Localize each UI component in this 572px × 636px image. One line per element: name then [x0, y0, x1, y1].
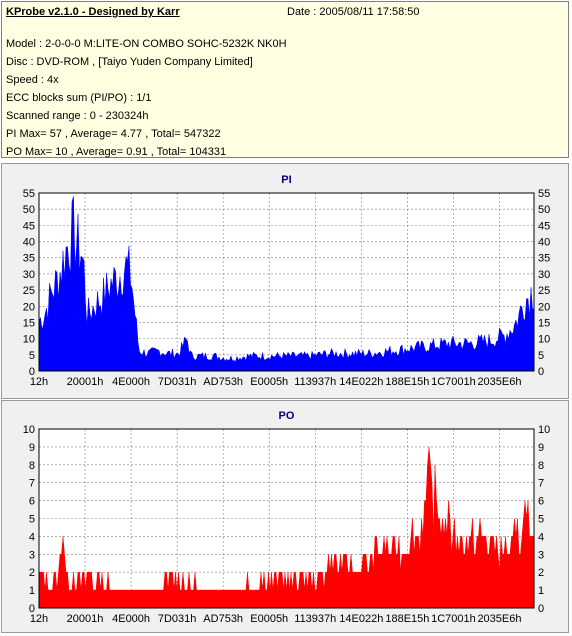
plot-border	[38, 192, 535, 372]
y-tick-label-right: 50	[538, 204, 550, 216]
po-chart-panel: PO 0 0 1 1 2 2 3 3 4 4 5 5 6 6 7 7 8 8 9 9 10 10 12h 20001h 4E000…	[1, 400, 569, 633]
x-tick-label: 12h	[30, 613, 48, 625]
range-line: Scanned range : 0 - 230324h	[6, 110, 149, 122]
scan-date: Date : 2005/08/11 17:58:50	[287, 6, 420, 18]
y-tick-label-right: 9	[538, 442, 544, 454]
x-tick-label: AD753h	[203, 613, 243, 625]
y-tick-label-left: 40	[23, 237, 35, 249]
y-tick-label-left: 6	[29, 496, 35, 508]
y-tick-label-left: 2	[29, 567, 35, 579]
y-tick-label-left: 10	[23, 334, 35, 346]
y-tick-label-left: 10	[23, 424, 35, 436]
series-area	[38, 196, 535, 372]
y-tick-label-right: 35	[538, 253, 550, 265]
pi-stats-line: PI Max= 57 , Average= 4.77 , Total= 5473…	[6, 128, 221, 140]
y-tick-label-right: 25	[538, 285, 550, 297]
y-tick-label-right: 7	[538, 478, 544, 490]
chart-title: PI	[281, 174, 291, 186]
x-tick-label: 12h	[30, 376, 48, 388]
info-panel: KProbe v2.1.0 - Designed by Karr Date : …	[1, 1, 569, 158]
x-tick-label: 2035E6h	[477, 613, 521, 625]
y-tick-label-left: 9	[29, 442, 35, 454]
disc-line: Disc : DVD-ROM , [Taiyo Yuden Company Li…	[6, 56, 253, 68]
y-tick-label-left: 0	[29, 366, 35, 378]
y-tick-label-left: 45	[23, 220, 35, 232]
x-tick-label: 20001h	[67, 376, 104, 388]
y-tick-label-left: 1	[29, 585, 35, 597]
y-tick-label-left: 5	[29, 514, 35, 526]
x-tick-label: 14E022h	[339, 613, 383, 625]
x-tick-label: 1C7001h	[431, 613, 476, 625]
y-tick-label-right: 55	[538, 188, 550, 200]
x-tick-label: AD753h	[203, 376, 243, 388]
y-tick-label-right: 10	[538, 334, 550, 346]
y-tick-label-left: 5	[29, 350, 35, 362]
x-tick-label: 7D031h	[158, 613, 197, 625]
y-tick-label-right: 0	[538, 603, 544, 615]
y-tick-label-right: 3	[538, 549, 544, 561]
y-tick-label-right: 45	[538, 220, 550, 232]
y-tick-label-right: 20	[538, 301, 550, 313]
x-tick-label: 188E15h	[385, 376, 429, 388]
y-tick-label-right: 1	[538, 585, 544, 597]
y-tick-label-right: 15	[538, 317, 550, 329]
x-tick-label: 188E15h	[385, 613, 429, 625]
x-tick-label: E0005h	[250, 376, 288, 388]
x-tick-label: 20001h	[67, 613, 104, 625]
y-tick-label-left: 7	[29, 478, 35, 490]
y-tick-label-left: 55	[23, 188, 35, 200]
y-tick-label-right: 10	[538, 424, 550, 436]
model-line: Model : 2-0-0-0 M:LITE-ON COMBO SOHC-523…	[6, 38, 287, 50]
y-tick-label-right: 8	[538, 460, 544, 472]
ecc-line: ECC blocks sum (PI/PO) : 1/1	[6, 92, 152, 104]
x-tick-label: 14E022h	[339, 376, 383, 388]
x-tick-label: 4E000h	[112, 376, 150, 388]
y-tick-label-right: 40	[538, 237, 550, 249]
y-tick-label-left: 20	[23, 301, 35, 313]
po-chart: PO 0 0 1 1 2 2 3 3 4 4 5 5 6 6 7 7 8 8 9 9 10 10 12h 20001h 4E000…	[23, 410, 551, 625]
x-tick-label: 113937h	[294, 613, 336, 625]
y-tick-label-left: 0	[29, 603, 35, 615]
x-tick-label: 2035E6h	[477, 376, 521, 388]
y-tick-label-left: 25	[23, 285, 35, 297]
y-tick-label-left: 3	[29, 549, 35, 561]
y-tick-label-right: 5	[538, 514, 544, 526]
pi-chart-panel: PI 0 0 5 5 10 10 15 15 20 20 25 25 30 30 35 35 40 40 45 45 50…	[1, 163, 569, 399]
app-title: KProbe v2.1.0 - Designed by Karr	[6, 6, 180, 18]
x-tick-label: 4E000h	[112, 613, 150, 625]
y-tick-label-right: 6	[538, 496, 544, 508]
chart-title: PO	[279, 410, 295, 422]
y-tick-label-right: 30	[538, 269, 550, 281]
series-area	[38, 446, 535, 609]
y-tick-label-left: 35	[23, 253, 35, 265]
plot-border	[38, 428, 535, 609]
speed-line: Speed : 4x	[6, 74, 59, 86]
y-tick-label-left: 30	[23, 269, 35, 281]
y-tick-label-right: 0	[538, 366, 544, 378]
y-tick-label-right: 4	[538, 531, 544, 543]
y-tick-label-left: 8	[29, 460, 35, 472]
x-tick-label: 1C7001h	[431, 376, 476, 388]
y-tick-label-left: 15	[23, 317, 35, 329]
y-tick-label-left: 50	[23, 204, 35, 216]
po-stats-line: PO Max= 10 , Average= 0.91 , Total= 1043…	[6, 146, 227, 158]
y-tick-label-right: 5	[538, 350, 544, 362]
y-tick-label-right: 2	[538, 567, 544, 579]
x-tick-label: 7D031h	[158, 376, 197, 388]
x-tick-label: 113937h	[294, 376, 336, 388]
x-tick-label: E0005h	[250, 613, 288, 625]
y-tick-label-left: 4	[29, 531, 35, 543]
